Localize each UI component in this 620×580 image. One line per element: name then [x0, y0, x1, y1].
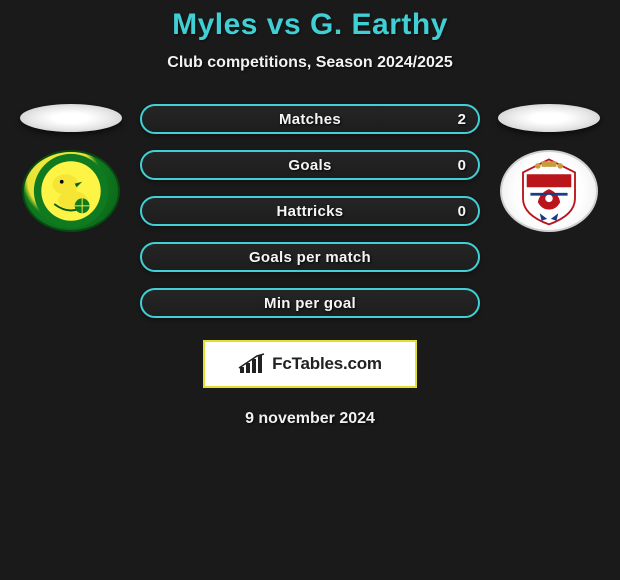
club-badge-left [22, 150, 120, 232]
left-player-col [20, 104, 122, 232]
stat-label: Goals [288, 157, 331, 174]
canary-icon [24, 152, 118, 230]
stat-label: Matches [279, 111, 341, 128]
stat-label: Min per goal [264, 295, 356, 312]
stat-pill-goals-per-match: Goals per match [140, 242, 480, 272]
stat-right-value: 0 [458, 157, 466, 174]
stat-pill-matches: Matches 2 [140, 104, 480, 134]
right-player-col [498, 104, 600, 232]
comparison-card: Myles vs G. Earthy Club competitions, Se… [0, 0, 620, 428]
stat-pill-hattricks: Hattricks 0 [140, 196, 480, 226]
stat-label: Goals per match [249, 249, 371, 266]
page-subtitle: Club competitions, Season 2024/2025 [167, 54, 452, 72]
brand-box[interactable]: FcTables.com [203, 340, 417, 388]
page-title: Myles vs G. Earthy [172, 8, 448, 42]
flag-ellipse-right [498, 104, 600, 132]
content-row: Matches 2 Goals 0 Hattricks 0 Goals per … [0, 104, 620, 318]
brand-text: FcTables.com [272, 354, 382, 374]
flag-ellipse-left [20, 104, 122, 132]
stat-right-value: 2 [458, 111, 466, 128]
club-badge-right [500, 150, 598, 232]
robin-crest-icon [502, 152, 596, 230]
footer-date: 9 november 2024 [245, 410, 375, 428]
stat-right-value: 0 [458, 203, 466, 220]
stat-pill-goals: Goals 0 [140, 150, 480, 180]
bar-chart-icon [238, 353, 266, 375]
stat-pill-min-per-goal: Min per goal [140, 288, 480, 318]
stats-col: Matches 2 Goals 0 Hattricks 0 Goals per … [140, 104, 480, 318]
stat-label: Hattricks [277, 203, 344, 220]
